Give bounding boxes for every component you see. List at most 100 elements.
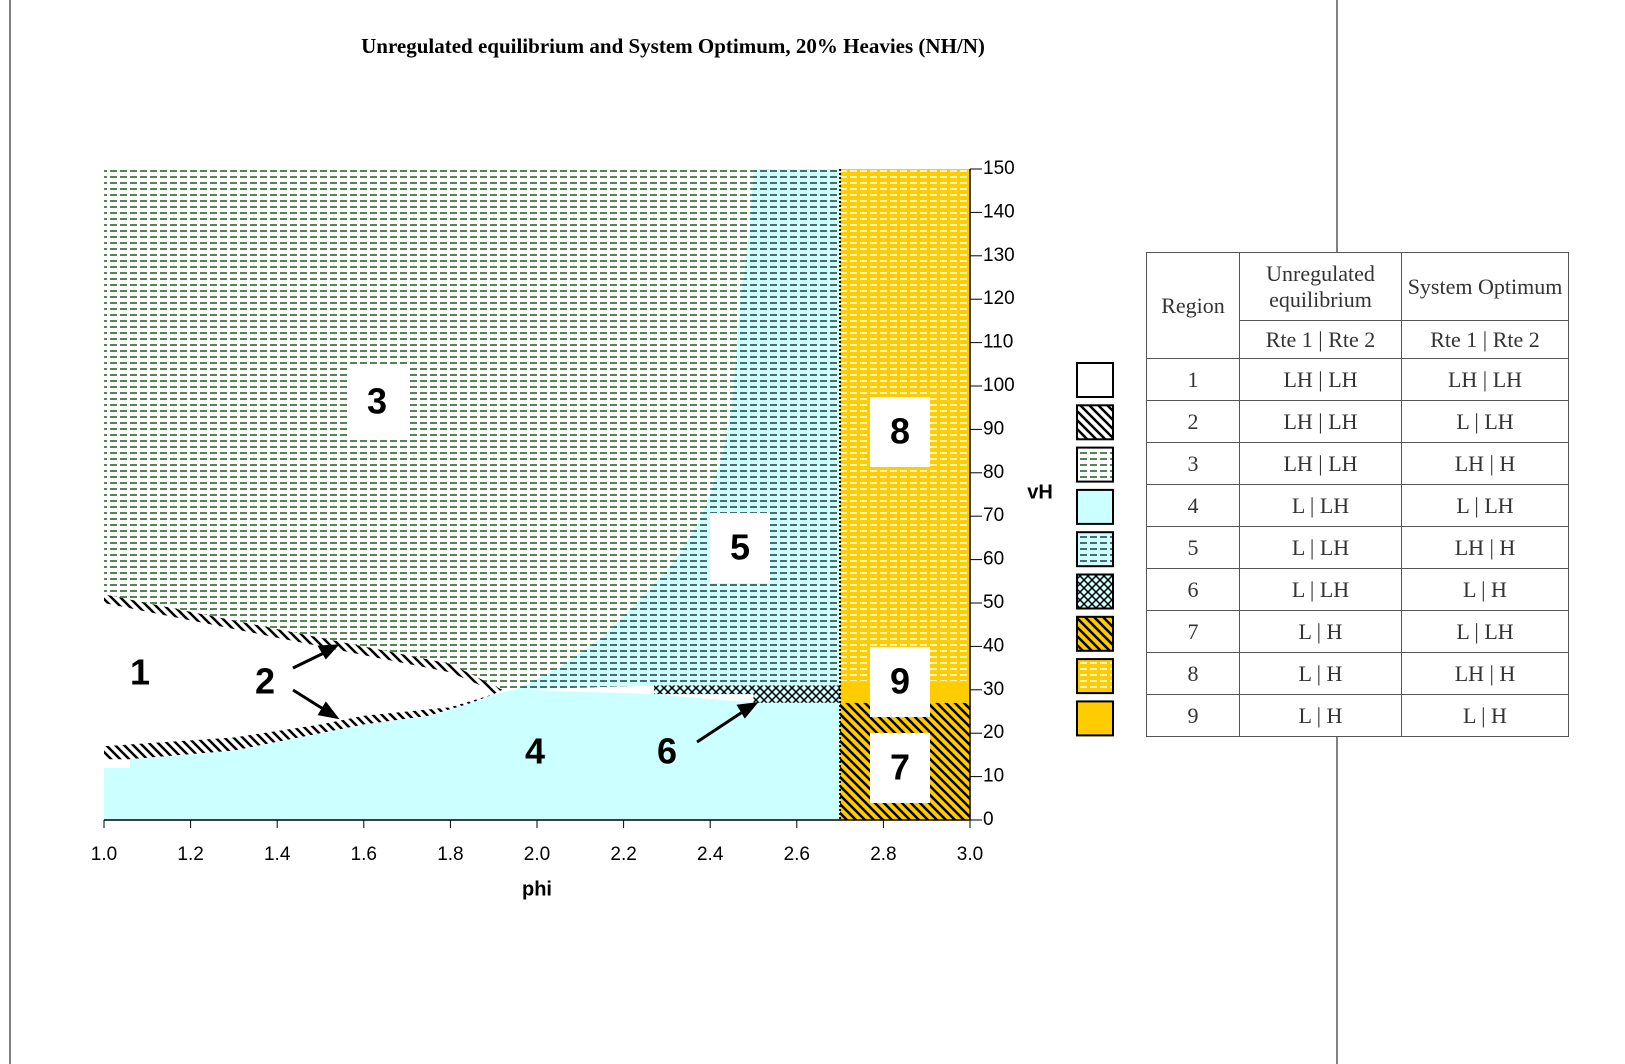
table-cell: 7 <box>1146 610 1240 653</box>
y-tick-label: 150 <box>983 158 1015 179</box>
table-subheader: Rte 1 | Rte 2 <box>1401 320 1569 359</box>
table-cell: L | LH <box>1239 568 1402 611</box>
table-row: 2 LH | LH L | LH <box>1146 400 1569 443</box>
table-cell: LH | LH <box>1239 442 1402 485</box>
y-tick-label: 10 <box>983 766 1004 787</box>
table-row: 1 LH | LH LH | LH <box>1146 358 1569 401</box>
y-tick-label: 80 <box>983 462 1004 483</box>
legend-swatch <box>1076 488 1114 525</box>
region-label: 9 <box>890 661 910 702</box>
chart-title: Unregulated equilibrium and System Optim… <box>361 34 985 58</box>
table-row: 3 LH | LH LH | H <box>1146 442 1569 485</box>
y-tick-label: 90 <box>983 418 1004 439</box>
y-tick-label: 20 <box>983 722 1004 743</box>
y-tick-label: 120 <box>983 288 1015 309</box>
region-label: 8 <box>890 411 910 452</box>
table-cell: LH | LH <box>1239 400 1402 443</box>
table-cell: L | H <box>1239 610 1402 653</box>
region <box>104 169 754 690</box>
table-cell: L | H <box>1239 694 1402 737</box>
y-tick-label: 140 <box>983 201 1015 222</box>
table-cell: 2 <box>1146 400 1240 443</box>
label-box <box>710 513 770 583</box>
y-tick-label: 60 <box>983 549 1004 570</box>
x-tick-label: 2.6 <box>784 844 810 865</box>
region-label: 3 <box>367 381 387 422</box>
x-tick-label: 2.0 <box>524 844 550 865</box>
legend-swatch <box>1076 362 1114 398</box>
table-header: Unregulated equilibrium <box>1239 252 1402 321</box>
table-cell: 9 <box>1146 694 1240 737</box>
table-cell: 5 <box>1146 526 1240 569</box>
table-cell: 6 <box>1146 568 1240 611</box>
legend-swatch <box>1076 615 1114 652</box>
table-subheader: Rte 1 | Rte 2 <box>1239 320 1402 359</box>
legend-swatch <box>1076 700 1114 737</box>
table-cell: LH | LH <box>1239 358 1402 401</box>
x-tick-label: 1.0 <box>91 844 117 865</box>
table-cell: L | LH <box>1401 484 1569 527</box>
region <box>104 689 841 820</box>
x-tick-label: 2.2 <box>610 844 636 865</box>
table-header: Region <box>1146 252 1240 359</box>
x-tick-label: 1.6 <box>351 844 377 865</box>
region <box>104 603 494 747</box>
table-cell: 8 <box>1146 652 1240 695</box>
region-label: 2 <box>255 661 275 702</box>
label-box <box>870 733 930 803</box>
arrow <box>292 649 329 670</box>
y-tick-label: 0 <box>983 809 994 830</box>
arrows <box>292 644 759 744</box>
legend-swatch <box>1076 446 1114 483</box>
region-label: 1 <box>130 652 150 693</box>
y-tick-label: 100 <box>983 375 1015 396</box>
table-cell: L | H <box>1239 652 1402 695</box>
x-tick-label: 2.8 <box>870 844 896 865</box>
x-tick-label: 1.2 <box>177 844 203 865</box>
legend-swatch <box>1076 573 1114 610</box>
table-cell: 3 <box>1146 442 1240 485</box>
label-box <box>347 367 407 437</box>
table-cell: LH | H <box>1401 526 1569 569</box>
table-cell: L | LH <box>1401 610 1569 653</box>
y-tick-label: 70 <box>983 505 1004 526</box>
y-tick-label: 130 <box>983 245 1015 266</box>
y-tick-label: 110 <box>983 332 1013 353</box>
legend-swatch <box>1076 658 1114 695</box>
table-header: System Optimum <box>1401 252 1569 321</box>
region-label: 7 <box>890 747 910 788</box>
region <box>653 685 841 703</box>
region-label: 6 <box>657 731 677 772</box>
region-label: 4 <box>525 731 545 772</box>
table-cell: 4 <box>1146 484 1240 527</box>
table-cell: LH | LH <box>1401 358 1569 401</box>
arrow-head <box>317 644 340 660</box>
table-cell: L | LH <box>1239 484 1402 527</box>
arrow-head <box>317 701 340 720</box>
x-axis-label: phi <box>522 878 552 900</box>
table-cell: L | H <box>1401 568 1569 611</box>
y-tick-label: 50 <box>983 592 1004 613</box>
table-cell: LH | H <box>1401 442 1569 485</box>
region-table: Region Unregulated equilibrium System Op… <box>1146 252 1569 737</box>
arrow-head <box>736 702 759 719</box>
y-axis-label: vH <box>1027 481 1053 503</box>
table-cell: 1 <box>1146 358 1240 401</box>
x-tick-label: 1.4 <box>264 844 291 865</box>
x-tick-label: 2.4 <box>697 844 724 865</box>
arrow <box>696 707 748 744</box>
label-box <box>870 647 930 717</box>
legend-swatch <box>1076 531 1114 568</box>
region <box>104 594 503 760</box>
x-tick-label: 3.0 <box>957 844 983 865</box>
table-cell: L | LH <box>1401 400 1569 443</box>
y-tick-label: 30 <box>983 679 1004 700</box>
